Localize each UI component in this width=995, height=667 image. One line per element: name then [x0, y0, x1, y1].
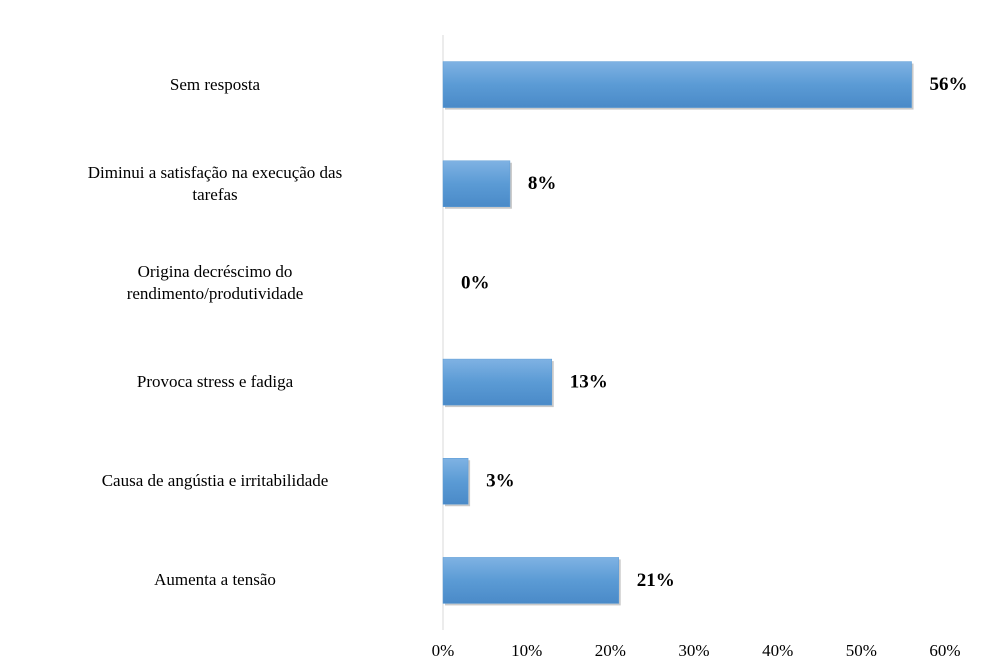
x-tick-label: 30% [678, 641, 709, 660]
x-tick-label: 60% [929, 641, 960, 660]
bar [442, 61, 912, 108]
data-label: 3% [486, 471, 514, 492]
data-label: 21% [637, 570, 675, 591]
x-tick-label: 50% [846, 641, 877, 660]
data-label: 13% [570, 371, 608, 392]
data-label: 56% [930, 74, 968, 95]
y-tick-label: Origina decréscimo do rendimento/produti… [126, 261, 304, 303]
y-tick-label: Sem resposta [169, 74, 261, 94]
bar [442, 557, 619, 604]
y-tick-label: Causa de angústia e irritabilidade [101, 471, 329, 491]
y-tick-label: Diminui a satisfação na execução das tar… [87, 162, 343, 204]
x-tick-label: 40% [762, 641, 793, 660]
x-tick-label: 20% [595, 641, 626, 660]
bar [442, 358, 553, 406]
x-tick-label: 0% [432, 641, 455, 660]
bar [442, 160, 511, 207]
data-label: 8% [528, 173, 557, 194]
y-tick-label: Provoca stress e fadiga [136, 372, 294, 392]
bar [442, 458, 469, 505]
x-tick-label: 10% [511, 641, 542, 660]
y-tick-label: Aumenta a tensão [154, 570, 276, 590]
data-label: 0% [461, 272, 490, 293]
